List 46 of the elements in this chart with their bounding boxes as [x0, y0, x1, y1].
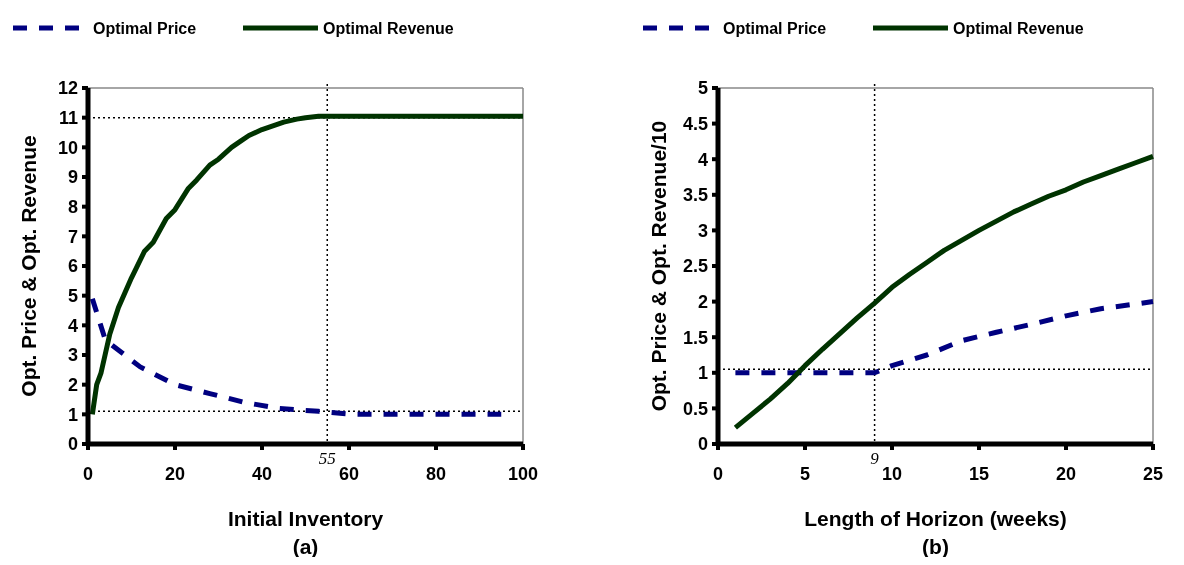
- legend-label: Optimal Price: [93, 19, 197, 37]
- y-tick-label: 4.5: [682, 113, 708, 134]
- ref-line-label: 9: [870, 449, 880, 468]
- y-tick-label: 4: [697, 149, 708, 170]
- y-tick-label: 11: [58, 107, 78, 128]
- y-tick-label: 1: [67, 404, 78, 425]
- y-tick-label: 5: [67, 285, 78, 306]
- legend-label: Optimal Revenue: [323, 19, 454, 37]
- legend-label: Optimal Price: [723, 19, 827, 37]
- x-axis-title: Initial Inventory: [227, 507, 384, 530]
- y-tick-label: 2: [697, 291, 708, 312]
- x-tick-label: 15: [968, 464, 990, 485]
- y-tick-label: 0: [67, 434, 78, 455]
- y-axis-title: Opt. Price & Opt. Revenue/10: [647, 120, 670, 412]
- x-tick-label: 20: [1055, 464, 1077, 485]
- x-tick-label: 20: [164, 464, 186, 485]
- x-tick-label: 25: [1142, 464, 1164, 485]
- y-tick-label: 0.5: [682, 398, 708, 419]
- y-tick-label: 1.5: [682, 327, 708, 348]
- y-tick-label: 2: [67, 374, 78, 395]
- y-tick-label: 9: [67, 167, 78, 188]
- y-axis-title: Opt. Price & Opt. Revenue: [17, 135, 40, 397]
- ref-line-label: 55: [318, 449, 336, 468]
- x-tick-label: 40: [251, 464, 273, 485]
- x-tick-label: 0: [82, 464, 94, 485]
- y-tick-label: 4: [67, 315, 78, 336]
- y-tick-label: 10: [57, 137, 78, 158]
- y-tick-label: 2.5: [682, 256, 708, 277]
- y-tick-label: 0: [697, 434, 708, 455]
- y-tick-label: 3: [697, 220, 708, 241]
- legend-label: Optimal Revenue: [953, 19, 1084, 37]
- y-tick-label: 6: [67, 256, 78, 277]
- y-tick-label: 3.5: [682, 185, 708, 206]
- y-tick-label: 5: [697, 78, 708, 99]
- x-tick-label: 100: [507, 464, 539, 485]
- x-tick-label: 80: [425, 464, 447, 485]
- x-axis-title: Length of Horizon (weeks): [804, 507, 1067, 530]
- x-tick-label: 0: [712, 464, 724, 485]
- y-tick-label: 7: [67, 226, 78, 247]
- x-tick-label: 60: [338, 464, 360, 485]
- y-tick-label: 3: [67, 345, 78, 366]
- y-tick-label: 8: [67, 196, 78, 217]
- y-tick-label: 1: [697, 363, 708, 384]
- y-tick-label: 12: [57, 78, 78, 99]
- x-tick-label: 5: [799, 464, 811, 485]
- x-tick-label: 10: [881, 464, 903, 485]
